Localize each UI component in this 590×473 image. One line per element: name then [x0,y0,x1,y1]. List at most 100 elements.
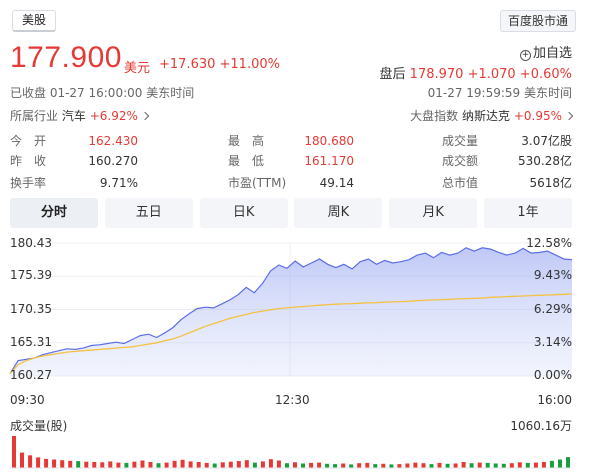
after-hours-value: 178.970 +1.070 +0.60% [409,67,572,82]
volume-bar [381,463,386,468]
industry-link[interactable]: 所属行业 汽车 +6.92% [10,107,150,124]
volume-bar [493,463,498,468]
period-tab[interactable]: 五日 [104,198,193,228]
intraday-chart[interactable]: 180.43 175.39 170.35 165.31 160.27 12.58% 9.43… [0,232,590,473]
volume-bar [373,464,378,468]
volume-bar [44,458,49,468]
market-tab-us[interactable]: 美股 [12,10,57,32]
stat-label: 总市值 [442,176,479,190]
y-tick-label: 175.39 [10,268,52,282]
stat-label: 昨 收 [10,154,47,168]
volume-bar [60,460,65,468]
volume-bar [228,461,233,468]
volume-bar [389,464,394,468]
stat-item: 总市值 5618亿 [442,175,572,191]
volume-bar [293,462,297,468]
volume-bar [325,463,330,468]
volume-bar [429,464,434,468]
volume-bar [156,463,161,468]
industry-change: +6.92% [89,109,138,123]
after-hours-status: 01-27 19:59:59 美东时间 [427,86,572,100]
stat-item: 最 低 161.170 [228,153,354,169]
average-line [9,293,573,375]
baidu-stock-tab[interactable]: 百度股市通 [499,10,576,32]
period-tab[interactable]: 周K [294,198,383,228]
volume-bar [12,436,16,468]
stat-label: 成交额 [442,154,479,168]
volume-bar [309,462,314,468]
add-to-watchlist-button[interactable]: + 加自选 [519,42,572,61]
volume-bar [558,459,562,468]
volume-bar [405,463,410,468]
period-tab[interactable]: 月K [389,198,478,228]
volume-bar [301,463,305,468]
volume-bar [357,463,362,468]
volume-bar [28,455,33,468]
stat-item: 最 高 180.680 [228,133,354,149]
volume-bar [333,464,338,468]
after-hours-label: 盘后 [379,67,406,82]
volume-bar [268,459,273,468]
volume-bar [517,462,522,468]
stat-value: 180.680 [304,134,354,148]
y-tick-label: 160.27 [10,368,52,382]
stat-value: 3.07亿股 [521,134,572,148]
volume-bar [276,460,281,468]
volume-bar [148,462,153,468]
period-tabs: 分时 五日 日K 周K 月K 1年 [10,198,572,228]
stat-item: 换手率 9.71% [10,175,138,191]
stat-value: 5618亿 [529,176,572,190]
stat-item: 市盈(TTM) 49.14 [228,175,354,191]
volume-bar [461,462,466,468]
stat-item: 成交额 530.28亿 [442,153,572,169]
volume-bar [365,462,370,468]
market-tab-bar: 美股 百度股市通 [0,0,590,40]
volume-bar [124,462,129,468]
volume-bar [188,461,193,468]
period-tab[interactable]: 1年 [484,198,572,228]
volume-bar [20,452,24,468]
volume-bar [108,461,113,468]
volume-bar [260,461,265,468]
stat-label: 成交量 [442,134,479,148]
period-tab[interactable]: 分时 [10,198,98,228]
stat-value: 160.270 [88,154,138,168]
x-tick-label: 12:30 [275,393,310,407]
volume-bar [196,462,201,468]
volume-bar [397,464,402,468]
volume-bar [445,463,450,468]
stat-label: 换手率 [10,176,47,190]
volume-bar [285,463,289,468]
volume-bar [52,459,57,468]
volume-bar [172,460,177,468]
pct-tick-label: 3.14% [533,335,572,349]
volume-bar [36,457,41,468]
y-tick-label: 180.43 [10,236,52,250]
stat-label: 最 高 [228,134,265,148]
volume-bar [349,464,354,468]
currency-label: 美元 [124,61,151,76]
volume-bar [485,462,490,468]
price-change: +17.630 +11.00% [159,57,280,72]
volume-bar [76,461,81,468]
close-status: 已收盘 01-27 16:00:00 美东时间 [10,86,195,100]
x-tick-label: 09:30 [10,393,45,407]
stat-value: 530.28亿 [518,154,572,168]
stat-label: 今 开 [10,134,47,148]
volume-bar [477,462,482,468]
volume-bar [509,463,514,468]
stat-label: 市盈(TTM) [228,176,287,190]
plus-circle-icon: + [519,50,531,61]
index-name: 纳斯达克 [461,109,510,123]
market-index-link[interactable]: 大盘指数 纳斯达克 +0.95% [410,107,574,124]
volume-bar [437,462,442,468]
period-tab[interactable]: 日K [199,198,288,228]
volume-bar [236,461,241,468]
volume-bar [220,462,225,468]
volume-bar [566,457,570,468]
stat-value: 161.170 [304,154,354,168]
volume-title: 成交量(股) [10,419,68,433]
current-price: 177.900 [10,41,122,74]
x-tick-label: 16:00 [537,393,572,407]
volume-bar [469,463,474,468]
